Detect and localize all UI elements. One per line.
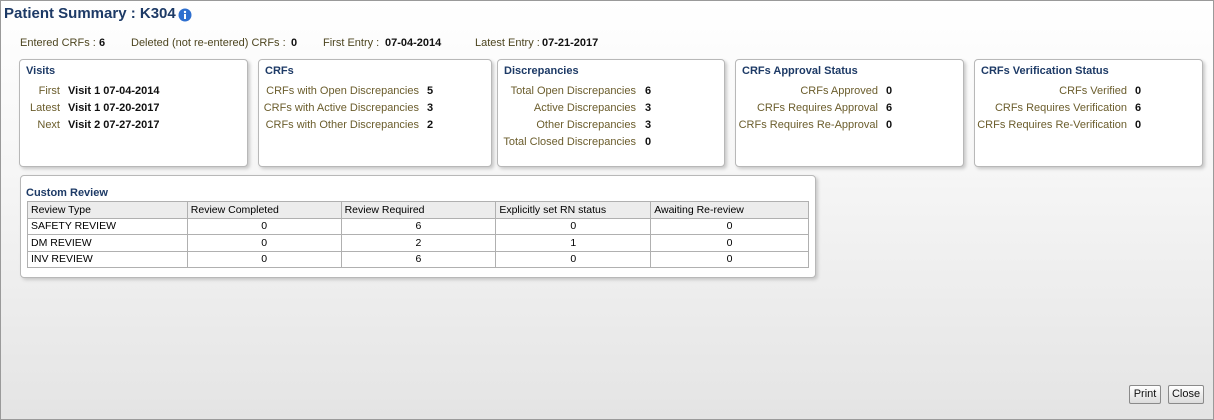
panel-value: 6 [886,102,893,114]
summary-value: 0 [291,37,298,49]
column-header: Review Type [27,201,188,219]
panel-label: Total Open Discrepancies [510,85,636,97]
custom-review-table: Review Type Review Completed Review Requir… [27,201,809,268]
panel-value: 3 [645,102,652,114]
table-cell: 0 [186,234,342,252]
table-row: INV REVIEW 0 6 0 0 [27,250,809,268]
panel-label: CRFs with Active Discrepancies [263,102,419,114]
custom-review-panel: Custom Review Review Type Review Completed… [20,175,816,278]
custom-review-title: Custom Review [26,187,108,199]
column-header: Review Required [340,201,497,219]
panel-value: 0 [1135,85,1142,97]
table-row: SAFETY REVIEW 0 6 0 0 [27,217,809,235]
panel-value: 6 [1135,102,1142,114]
column-header: Explicitly set RN status [495,201,652,219]
panel-value: 0 [645,136,652,148]
table-cell: 0 [186,250,342,268]
summary-value: 07-04-2014 [385,37,442,49]
summary-label: First Entry : [323,37,380,49]
panel-label: CRFs Approved [800,85,878,97]
column-header: Review Completed [186,201,342,219]
panel-value: 2 [427,119,434,131]
summary-label: Latest Entry : [475,37,540,49]
table-cell: 6 [340,250,497,268]
panel-value: Visit 2 07-27-2017 [68,119,160,131]
summary-label: Entered CRFs : [20,37,96,49]
panel-label: CRFs Requires Verification [994,102,1127,114]
panel-label: First [38,85,60,97]
panel-label: CRFs Verified [1059,85,1127,97]
table-header-row: Review Type Review Completed Review Requir… [27,201,809,219]
table-cell: 0 [650,250,809,268]
panel-label: Other Discrepancies [536,119,636,131]
review-type: INV REVIEW [27,250,188,268]
summary-panel: CRFs Verification Status CRFs Verified 0 CR… [974,59,1203,167]
table-cell: 1 [495,234,652,252]
panel-title: CRFs [265,65,294,77]
summary-value: 07-21-2017 [542,37,599,49]
summary-panel: CRFs CRFs with Open Discrepancies 5 CRFs wi… [258,59,492,167]
panel-label: Next [37,119,60,131]
panel-value: 3 [427,102,434,114]
panel-label: CRFs with Other Discrepancies [265,119,419,131]
table-cell: 2 [340,234,497,252]
table-row: DM REVIEW 0 2 1 0 [27,234,809,252]
summary-panel: CRFs Approval Status CRFs Approved 0 CRFs R… [735,59,964,167]
panel-value: 0 [1135,119,1142,131]
summary-value: 6 [99,37,106,49]
column-header: Awaiting Re-review [650,201,809,219]
table-cell: 0 [650,217,809,235]
panel-label: CRFs Requires Re-Approval [738,119,878,131]
panel-title: CRFs Verification Status [981,65,1109,77]
panel-label: CRFs Requires Re-Verification [977,119,1127,131]
panel-value: 0 [886,119,893,131]
panel-label: CRFs Requires Approval [756,102,878,114]
table-cell: 0 [650,234,809,252]
button[interactable]: Close [1168,385,1204,404]
panel-value: 3 [645,119,652,131]
panel-title: CRFs Approval Status [742,65,858,77]
page-title: Patient Summary : K304 [4,5,176,22]
panel-value: Visit 1 07-04-2014 [68,85,160,97]
panel-label: CRFs with Open Discrepancies [266,85,419,97]
table-cell: 0 [186,217,342,235]
panel-value: 5 [427,85,434,97]
panel-value: 0 [886,85,893,97]
panel-value: Visit 1 07-20-2017 [68,102,160,114]
panel-title: Discrepancies [504,65,579,77]
panel-label: Latest [30,102,60,114]
table-cell: 0 [495,250,652,268]
panel-value: 6 [645,85,652,97]
review-type: SAFETY REVIEW [27,217,188,235]
table-cell: 0 [495,217,652,235]
summary-panel: Discrepancies Total Open Discrepancies 6 Ac… [497,59,725,167]
review-type: DM REVIEW [27,234,188,252]
info-icon[interactable] [178,8,192,22]
summary-label: Deleted (not re-entered) CRFs : [131,37,286,49]
panel-label: Total Closed Discrepancies [503,136,636,148]
button[interactable]: Print [1129,385,1161,404]
table-cell: 6 [340,217,497,235]
panel-label: Active Discrepancies [533,102,636,114]
summary-panel: Visits First Visit 1 07-04-2014 Latest Visit… [19,59,248,167]
panel-title: Visits [26,65,56,77]
